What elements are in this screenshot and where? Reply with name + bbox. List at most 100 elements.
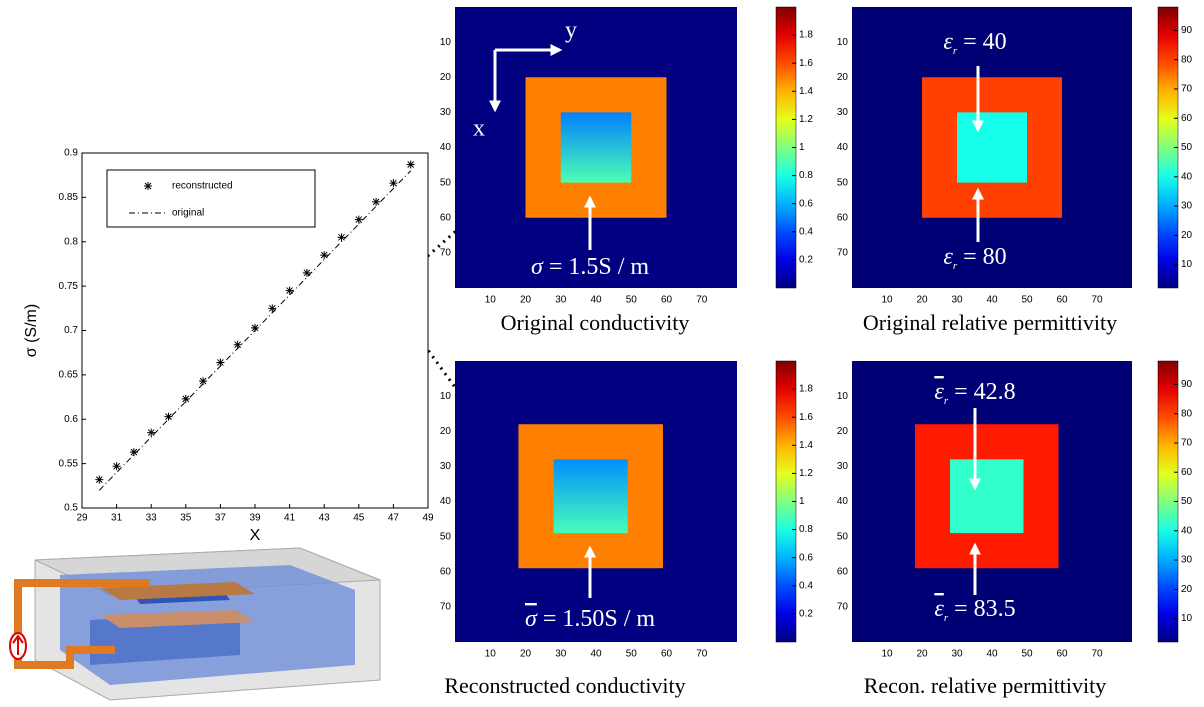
y-tick-label: 0.55 [59, 458, 79, 469]
caption: Original conductivity [501, 310, 690, 335]
x-tick-label: 60 [1056, 649, 1068, 660]
x-tick-label: 20 [916, 295, 928, 306]
legend-marker [144, 182, 152, 190]
caption: Original relative permittivity [863, 310, 1117, 335]
colorbar-tick-label: 10 [1181, 613, 1193, 624]
marker [234, 341, 242, 349]
y-tick-label: 30 [837, 107, 849, 118]
x-tick-label: 41 [284, 513, 296, 524]
colorbar-tick-label: 20 [1181, 230, 1193, 241]
colorbar-tick-label: 1.8 [799, 30, 813, 41]
heatmap-region [957, 112, 1027, 182]
page: y x σ = 1.5S / mεr = 40εr = 80σ = 1.50S … [0, 0, 1204, 707]
colorbar-tick-label: 0.6 [799, 198, 813, 209]
colorbar-tick-label: 60 [1181, 467, 1193, 478]
y-tick-label: 50 [837, 177, 849, 188]
colorbar-tick-label: 0.4 [799, 580, 813, 591]
marker [268, 304, 276, 312]
marker [147, 429, 155, 437]
annotation: σ = 1.5S / m [531, 254, 649, 280]
colorbar-tick-label: 40 [1181, 525, 1193, 536]
x-tick-label: 31 [111, 513, 123, 524]
y-tick-label: 20 [837, 426, 849, 437]
colorbar-tick-label: 40 [1181, 171, 1193, 182]
y-tick-label: 0.75 [59, 281, 79, 292]
x-tick-label: 70 [1091, 295, 1103, 306]
colorbar-tick-label: 1.2 [799, 114, 813, 125]
x-tick-label: 20 [520, 649, 532, 660]
x-tick-label: 37 [215, 513, 227, 524]
colorbar-tick-label: 80 [1181, 54, 1193, 65]
y-tick-label: 60 [440, 212, 452, 223]
colorbar-tick-label: 1.2 [799, 468, 813, 479]
marker [338, 233, 346, 241]
y-tick-label: 50 [440, 177, 452, 188]
x-tick-label: 30 [555, 649, 567, 660]
colorbar-tick-label: 0.6 [799, 552, 813, 563]
y-tick-label: 0.6 [64, 414, 78, 425]
caption: Reconstructed conductivity [444, 673, 685, 698]
colorbar-tick-label: 1 [799, 496, 805, 507]
colorbar-tick-label: 70 [1181, 84, 1193, 95]
caption: Recon. relative permittivity [864, 673, 1107, 698]
x-tick-label: 10 [485, 295, 497, 306]
colorbar-tick-label: 1.8 [799, 384, 813, 395]
y-tick-label: 10 [837, 37, 849, 48]
x-tick-label: 49 [422, 513, 434, 524]
y-tick-label: 0.65 [59, 370, 79, 381]
x-tick-label: 20 [520, 295, 532, 306]
y-tick-label: 0.7 [64, 325, 78, 336]
y-tick-label: 60 [837, 566, 849, 577]
y-tick-label: 70 [837, 248, 849, 259]
colorbar-tick-label: 10 [1181, 259, 1193, 270]
y-tick-label: 30 [837, 461, 849, 472]
legend-label: reconstructed [172, 181, 233, 192]
marker [286, 287, 294, 295]
colorbar-tick-label: 1.4 [799, 86, 813, 97]
annotation-text: = 80 [957, 244, 1007, 270]
colorbar-tick-label: 50 [1181, 496, 1193, 507]
marker [407, 161, 415, 169]
annotation-text: = 42.8 [948, 379, 1016, 405]
marker [320, 251, 328, 259]
x-tick-label: 30 [951, 649, 963, 660]
y-tick-label: 20 [440, 426, 452, 437]
colorbar-tick-label: 50 [1181, 142, 1193, 153]
x-tick-label: 50 [1021, 649, 1033, 660]
x-tick-label: 45 [353, 513, 365, 524]
y-tick-label: 60 [837, 212, 849, 223]
x-tick-label: 70 [696, 295, 708, 306]
x-tick-label: 47 [388, 513, 400, 524]
y-tick-label: 40 [440, 496, 452, 507]
x-tick-label: 70 [1091, 649, 1103, 660]
y-tick-label: 10 [440, 37, 452, 48]
x-tick-label: 50 [1021, 295, 1033, 306]
colorbar-tick-label: 30 [1181, 201, 1193, 212]
colorbar-tick-label: 0.8 [799, 170, 813, 181]
x-tick-label: 40 [986, 295, 998, 306]
x-tick-label: 10 [881, 649, 893, 660]
colorbar-tick-label: 60 [1181, 113, 1193, 124]
annotation-text: = 83.5 [948, 596, 1016, 622]
colorbar-tick-label: 0.2 [799, 609, 813, 620]
colorbar-tick-label: 80 [1181, 408, 1193, 419]
x-tick-label: 50 [626, 295, 638, 306]
y-tick-label: 40 [837, 496, 849, 507]
colorbar-tick-label: 70 [1181, 438, 1193, 449]
annotation: σ = 1.50S / m [525, 606, 655, 632]
x-tick-label: 40 [590, 649, 602, 660]
x-tick-label: 40 [590, 295, 602, 306]
colorbar-tick-label: 0.2 [799, 255, 813, 266]
x-tick-label: 33 [146, 513, 158, 524]
marker [216, 358, 224, 366]
y-tick-label: 20 [440, 72, 452, 83]
marker [165, 413, 173, 421]
annotation-text: = 40 [957, 29, 1007, 55]
y-tick-label: 70 [837, 602, 849, 613]
y-tick-label: 40 [440, 142, 452, 153]
x-tick-label: 20 [916, 649, 928, 660]
y-tick-label: 40 [837, 142, 849, 153]
x-tick-label: 60 [661, 649, 673, 660]
x-tick-label: 29 [76, 513, 88, 524]
illustration [10, 548, 380, 700]
